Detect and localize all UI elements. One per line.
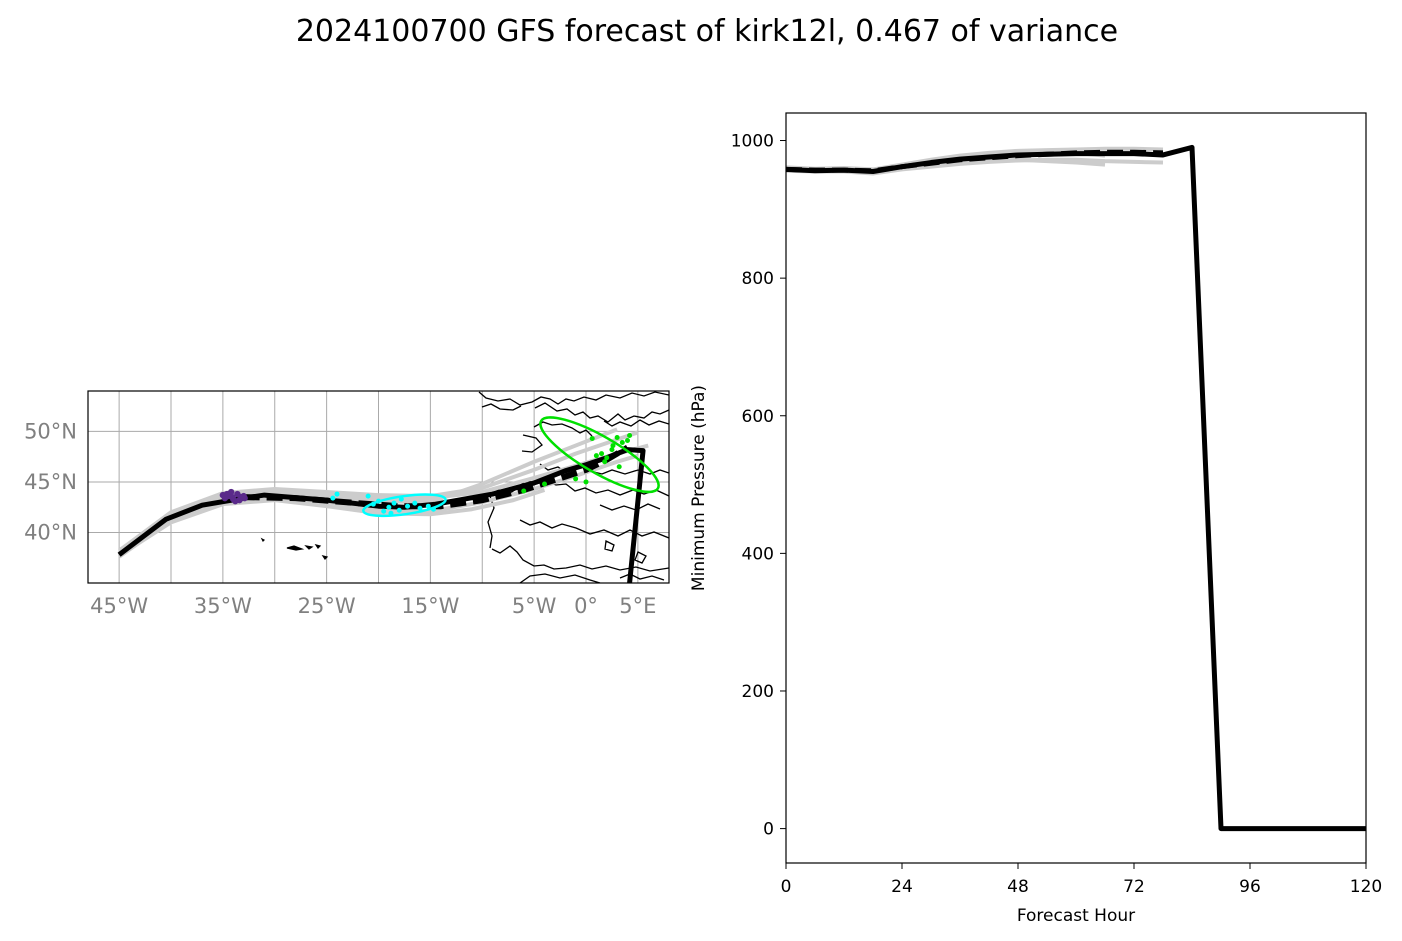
lon-tick-label-3: 15°W bbox=[401, 594, 459, 618]
lat-tick-label-0: 40°N bbox=[24, 520, 77, 544]
mid-point-4 bbox=[386, 504, 392, 510]
mid-point-3 bbox=[376, 498, 381, 504]
x-axis-label: Forecast Hour bbox=[1017, 906, 1135, 926]
late-point-15 bbox=[602, 459, 608, 465]
map-tick-labels: 45°W 35°W 25°W 15°W 5°W 0° 5°E 40°N 45°N 50°N bbox=[24, 419, 656, 618]
late-point-12 bbox=[627, 432, 633, 438]
lon-tick-label-0: 45°W bbox=[90, 594, 148, 618]
late-point-6 bbox=[599, 451, 605, 457]
late-point-13 bbox=[616, 464, 622, 470]
lon-tick-label-6: 5°E bbox=[619, 594, 656, 618]
mid-point-6 bbox=[396, 507, 402, 513]
late-point-7 bbox=[604, 455, 610, 461]
y-tick-label-2: 400 bbox=[742, 544, 774, 564]
early-point-10 bbox=[229, 493, 236, 501]
mid-point-13 bbox=[398, 496, 404, 502]
y-tick-label-4: 800 bbox=[742, 269, 774, 289]
mid-point-9 bbox=[417, 505, 423, 511]
late-point-14 bbox=[610, 443, 616, 449]
y-tick-label-5: 1000 bbox=[731, 132, 774, 152]
pressure-frame bbox=[785, 112, 1367, 864]
map-tracks bbox=[117, 416, 660, 583]
track-map-panel: 45°W 35°W 25°W 15°W 5°W 0° 5°E 40°N 45°N 50°N bbox=[24, 390, 670, 618]
mid-point-15 bbox=[388, 510, 394, 516]
x-tick-label-1: 24 bbox=[891, 877, 913, 897]
pressure-ticks: 0 24 48 72 96 120 0 200 400 600 800 1000 bbox=[731, 132, 1382, 897]
mid-point-7 bbox=[405, 503, 411, 509]
late-point-9 bbox=[614, 434, 620, 440]
late-point-1 bbox=[542, 481, 547, 487]
early-point-9 bbox=[236, 496, 243, 504]
mid-point-0 bbox=[334, 491, 340, 497]
coastline-europe bbox=[478, 391, 669, 583]
coastlines bbox=[260, 391, 669, 583]
map-frame bbox=[87, 390, 670, 584]
x-tick-label-5: 120 bbox=[1350, 877, 1382, 897]
mean-track bbox=[243, 444, 630, 510]
late-point-2 bbox=[573, 476, 579, 482]
lat-tick-label-1: 45°N bbox=[24, 470, 77, 494]
late-point-0 bbox=[521, 488, 527, 494]
x-tick-label-0: 0 bbox=[781, 877, 792, 897]
y-axis-label: Minimum Pressure (hPa) bbox=[689, 385, 709, 591]
mid-point-11 bbox=[430, 506, 436, 512]
mid-point-8 bbox=[412, 500, 418, 506]
early-point-12 bbox=[219, 491, 227, 499]
pressure-series bbox=[786, 144, 1366, 832]
late-point-5 bbox=[593, 453, 599, 459]
late-point-3 bbox=[583, 479, 589, 485]
lon-tick-label-2: 25°W bbox=[298, 594, 356, 618]
mid-point-1 bbox=[330, 495, 336, 501]
lon-tick-label-5: 0° bbox=[574, 594, 598, 618]
y-tick-label-3: 600 bbox=[742, 407, 774, 427]
x-tick-label-3: 72 bbox=[1123, 877, 1145, 897]
mid-point-10 bbox=[425, 503, 431, 509]
late-point-4 bbox=[589, 435, 595, 441]
mid-point-2 bbox=[365, 493, 371, 499]
late-point-11 bbox=[625, 438, 630, 444]
lat-tick-label-2: 50°N bbox=[24, 419, 77, 443]
pressure-chart-panel: 0 24 48 72 96 120 0 200 400 600 800 1000 Forecast H… bbox=[689, 112, 1382, 926]
lon-tick-label-1: 35°W bbox=[194, 594, 252, 618]
x-tick-label-2: 48 bbox=[1007, 877, 1029, 897]
coastline-islands bbox=[260, 537, 329, 560]
chart-title: 2024100700 GFS forecast of kirk12l, 0.46… bbox=[296, 14, 1118, 49]
late-point-10 bbox=[619, 440, 625, 446]
late-point-8 bbox=[609, 447, 615, 453]
lon-tick-label-4: 5°W bbox=[512, 594, 557, 618]
mid-ellipse bbox=[362, 493, 447, 518]
y-tick-label-0: 0 bbox=[763, 820, 774, 840]
y-tick-label-1: 200 bbox=[742, 682, 774, 702]
early-point-11 bbox=[240, 492, 247, 500]
pressure-main-line bbox=[786, 144, 1366, 832]
mid-point-12 bbox=[381, 508, 387, 514]
x-tick-label-4: 96 bbox=[1239, 877, 1261, 897]
mid-point-5 bbox=[391, 500, 397, 506]
mid-point-14 bbox=[370, 501, 376, 507]
ensemble-track-3 bbox=[118, 488, 546, 558]
late-ellipse bbox=[539, 416, 660, 494]
